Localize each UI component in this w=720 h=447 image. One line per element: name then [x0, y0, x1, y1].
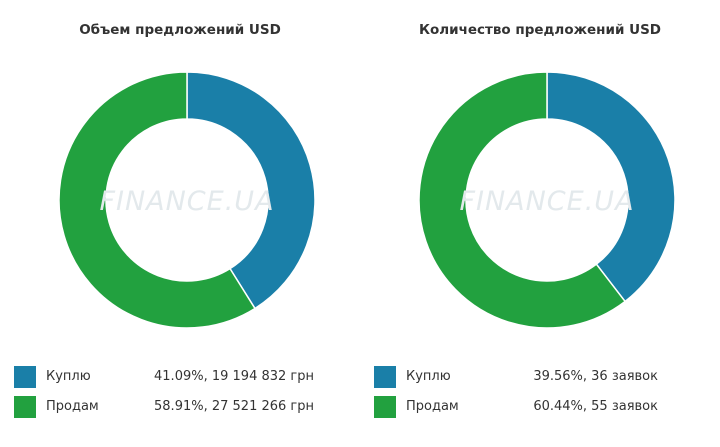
legend: Куплю 41.09%, 19 194 832 грн Продам 58.9… [14, 366, 344, 426]
donut-slice-buy[interactable] [546, 71, 676, 303]
legend-item-sell[interactable]: Продам 58.91%, 27 521 266 грн [14, 396, 344, 418]
donut-slice-buy[interactable] [186, 71, 316, 310]
chart-count-panel: Количество предложений USD FINANCE.UA Ку… [360, 0, 720, 447]
legend-label: Продам [406, 399, 459, 414]
donut-chart-volume: FINANCE.UA [58, 71, 316, 329]
legend-value: 58.91%, 27 521 266 грн [154, 399, 314, 414]
legend-item-buy[interactable]: Куплю 39.56%, 36 заявок [374, 366, 704, 388]
legend: Куплю 39.56%, 36 заявок Продам 60.44%, 5… [374, 366, 704, 426]
legend-value: 39.56%, 36 заявок [533, 369, 658, 384]
legend-label: Продам [46, 399, 99, 414]
donut-slice-sell[interactable] [58, 71, 257, 329]
chart-volume-panel: Объем предложений USD FINANCE.UA Куплю 4… [14, 22, 344, 426]
donut-slice-sell[interactable] [418, 71, 627, 329]
legend-value: 41.09%, 19 194 832 грн [154, 369, 314, 384]
donut-chart-count: FINANCE.UA [418, 71, 676, 329]
legend-item-sell[interactable]: Продам 60.44%, 55 заявок [374, 396, 704, 418]
chart-title: Количество предложений USD [418, 22, 662, 38]
watermark: FINANCE.UA [99, 186, 274, 217]
legend-swatch-sell [14, 396, 36, 418]
legend-swatch-sell [374, 396, 396, 418]
legend-label: Куплю [46, 369, 91, 384]
watermark: FINANCE.UA [459, 186, 634, 217]
legend-item-buy[interactable]: Куплю 41.09%, 19 194 832 грн [14, 366, 344, 388]
legend-swatch-buy [374, 366, 396, 388]
legend-value: 60.44%, 55 заявок [533, 399, 658, 414]
legend-label: Куплю [406, 369, 451, 384]
chart-title: Объем предложений USD [79, 22, 281, 38]
legend-swatch-buy [14, 366, 36, 388]
